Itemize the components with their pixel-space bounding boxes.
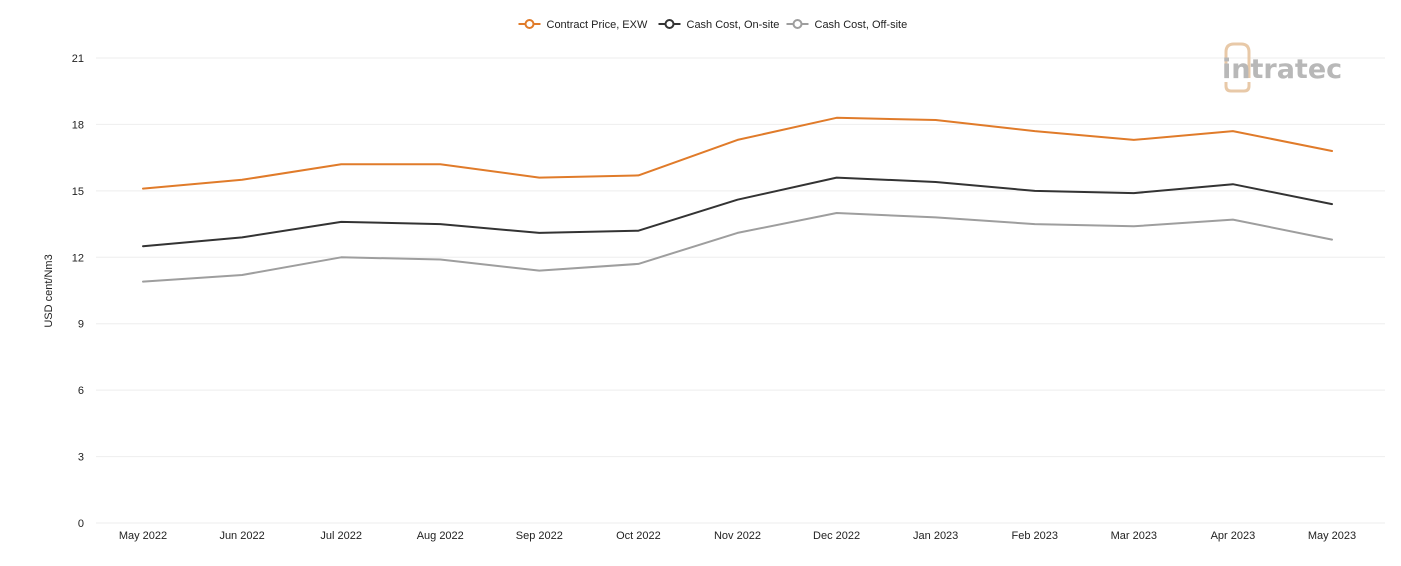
y-tick-label: 12 <box>72 252 84 264</box>
intratec-logo: intratec <box>1222 42 1342 93</box>
data-point[interactable] <box>1031 220 1039 228</box>
axis-layer: 0 3 6 9 12 15 18 21 May 2022 Jun 2022 Jul 2022 Aug … <box>72 53 1356 542</box>
data-point[interactable] <box>634 260 642 268</box>
legend-item[interactable]: Contract Price, EXW <box>518 19 648 31</box>
data-point[interactable] <box>1328 236 1336 244</box>
series-line <box>142 176 1333 248</box>
data-point[interactable] <box>1130 222 1138 230</box>
x-tick-label: Oct 2022 <box>616 530 661 542</box>
data-point[interactable] <box>1229 216 1237 224</box>
grid-layer <box>96 57 1385 524</box>
legend-marker-icon <box>664 19 675 29</box>
data-point[interactable] <box>932 116 940 124</box>
data-point[interactable] <box>337 253 345 261</box>
logo-hook-icon <box>1224 82 1251 93</box>
data-point[interactable] <box>634 227 642 235</box>
series-line <box>142 212 1333 283</box>
data-point[interactable] <box>436 220 444 228</box>
data-point[interactable] <box>535 229 543 237</box>
data-point[interactable] <box>1031 127 1039 135</box>
x-tick-label: Apr 2023 <box>1211 530 1256 542</box>
data-point[interactable] <box>436 160 444 168</box>
y-tick-label: 9 <box>78 319 84 331</box>
data-point[interactable] <box>337 160 345 168</box>
x-tick-label: Sep 2022 <box>516 530 563 542</box>
data-point[interactable] <box>734 136 742 144</box>
x-tick-label: Nov 2022 <box>714 530 761 542</box>
data-point[interactable] <box>932 213 940 221</box>
x-tick-label: Mar 2023 <box>1111 530 1157 542</box>
x-tick-label: Aug 2022 <box>417 530 464 542</box>
series-line <box>142 116 1333 190</box>
data-point[interactable] <box>734 196 742 204</box>
y-tick-label: 0 <box>78 518 84 530</box>
data-point[interactable] <box>1130 136 1138 144</box>
x-tick-label: Feb 2023 <box>1012 530 1058 542</box>
data-point[interactable] <box>238 271 246 279</box>
data-point[interactable] <box>1229 180 1237 188</box>
y-tick-label: 18 <box>72 119 84 131</box>
brand-name: intratec <box>1222 54 1342 85</box>
x-tick-label: Jun 2022 <box>219 530 264 542</box>
data-point[interactable] <box>833 174 841 182</box>
x-tick-label: May 2023 <box>1308 530 1356 542</box>
legend-label: Contract Price, EXW <box>547 19 648 31</box>
legend-marker-icon <box>792 19 803 29</box>
data-point[interactable] <box>1328 200 1336 208</box>
data-point[interactable] <box>535 174 543 182</box>
data-point[interactable] <box>139 242 147 250</box>
data-point[interactable] <box>1328 147 1336 155</box>
series-layer <box>139 114 1336 286</box>
data-point[interactable] <box>634 171 642 179</box>
y-tick-label: 21 <box>72 53 84 65</box>
data-point[interactable] <box>139 278 147 286</box>
data-point[interactable] <box>734 229 742 237</box>
legend-marker-icon <box>524 19 535 29</box>
data-point[interactable] <box>139 185 147 193</box>
data-point[interactable] <box>436 256 444 264</box>
data-point[interactable] <box>833 209 841 217</box>
x-tick-label: May 2022 <box>119 530 167 542</box>
x-tick-label: Dec 2022 <box>813 530 860 542</box>
data-point[interactable] <box>238 176 246 184</box>
y-tick-label: 15 <box>72 186 84 198</box>
y-tick-label: 6 <box>78 385 84 397</box>
y-tick-label: 3 <box>78 452 84 464</box>
legend-item[interactable]: Cash Cost, Off-site <box>786 19 908 31</box>
data-point[interactable] <box>833 114 841 122</box>
data-point[interactable] <box>238 233 246 241</box>
y-axis-title: USD cent/Nm3 <box>43 254 55 327</box>
legend[interactable]: Contract Price, EXW Cash Cost, On-site Cas… <box>518 19 908 31</box>
logo-arc-icon <box>1224 42 1251 78</box>
data-point[interactable] <box>535 267 543 275</box>
data-point[interactable] <box>932 178 940 186</box>
x-tick-label: Jul 2022 <box>320 530 362 542</box>
data-point[interactable] <box>1229 127 1237 135</box>
legend-label: Cash Cost, On-site <box>687 19 780 31</box>
data-point[interactable] <box>1130 189 1138 197</box>
data-point[interactable] <box>337 218 345 226</box>
legend-label: Cash Cost, Off-site <box>815 19 908 31</box>
data-point[interactable] <box>1031 187 1039 195</box>
x-tick-label: Jan 2023 <box>913 530 958 542</box>
legend-item[interactable]: Cash Cost, On-site <box>658 19 780 31</box>
